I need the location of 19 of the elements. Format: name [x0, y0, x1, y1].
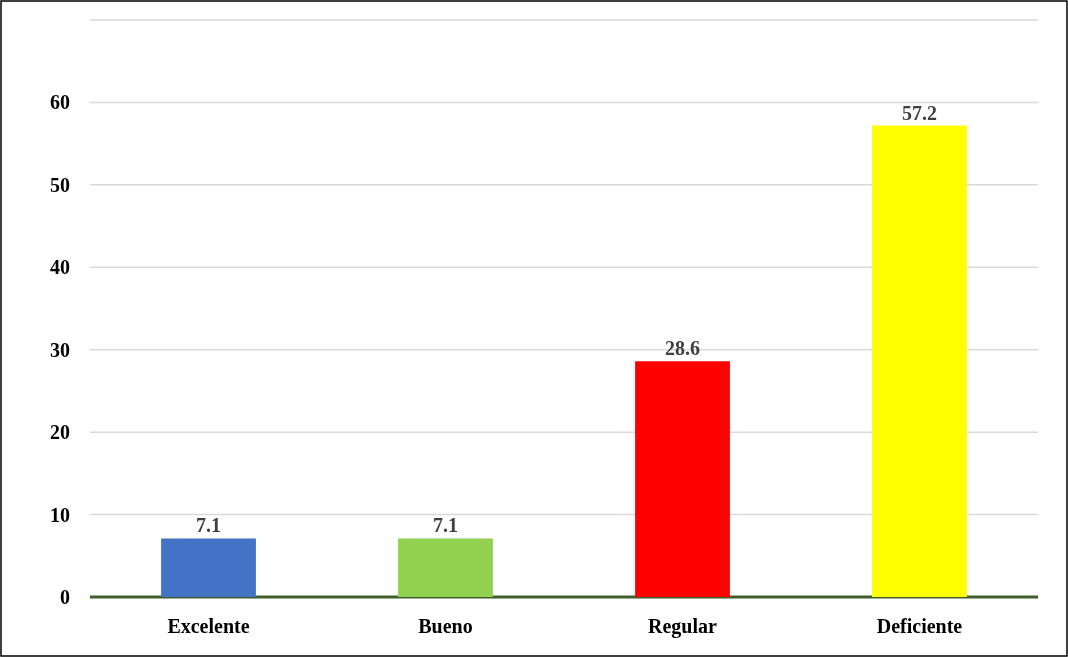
data-label: 7.1 — [433, 514, 458, 537]
y-tick-label: 50 — [50, 173, 70, 196]
data-label: 57.2 — [902, 101, 937, 124]
y-tick-label: 0 — [60, 586, 70, 608]
y-tick-label: 60 — [50, 91, 70, 114]
y-tick-label: 30 — [50, 338, 70, 361]
bar — [161, 538, 256, 597]
data-label: 7.1 — [196, 514, 221, 537]
y-tick-label: 40 — [50, 256, 70, 279]
bar — [872, 125, 967, 597]
x-tick-label: Deficiente — [876, 615, 963, 637]
y-tick-label: 20 — [50, 421, 70, 444]
x-tick-label: Bueno — [418, 615, 473, 637]
bar — [398, 538, 493, 597]
x-tick-label: Regular — [648, 615, 718, 638]
y-tick-label: 10 — [50, 503, 70, 526]
data-label: 28.6 — [665, 337, 700, 360]
bar — [635, 361, 730, 597]
x-tick-label: Excelente — [167, 615, 250, 637]
